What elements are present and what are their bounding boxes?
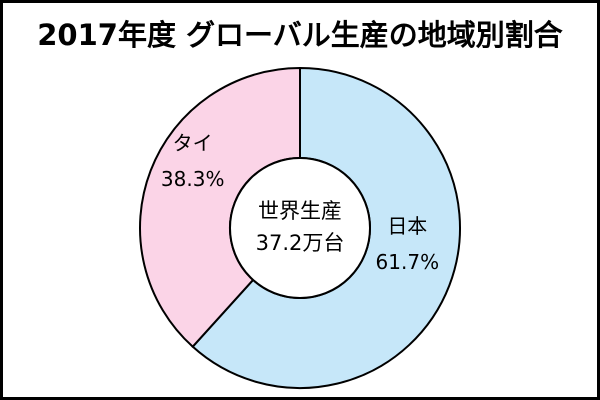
center-value: 37.2万台 [256,231,345,255]
center-hole [229,157,371,299]
center-title: 世界生産 [258,199,342,223]
plot: 日本 61.7% タイ 38.3% 世界生産 37.2万台 [139,66,461,389]
slice-label: タイ [173,131,213,155]
value-label: 61.7% [376,250,440,274]
chart-title: 2017年度 グローバル生産の地域別割合 [37,18,563,52]
value-label: 38.3% [161,167,225,191]
slice-label: 日本 [387,214,427,238]
